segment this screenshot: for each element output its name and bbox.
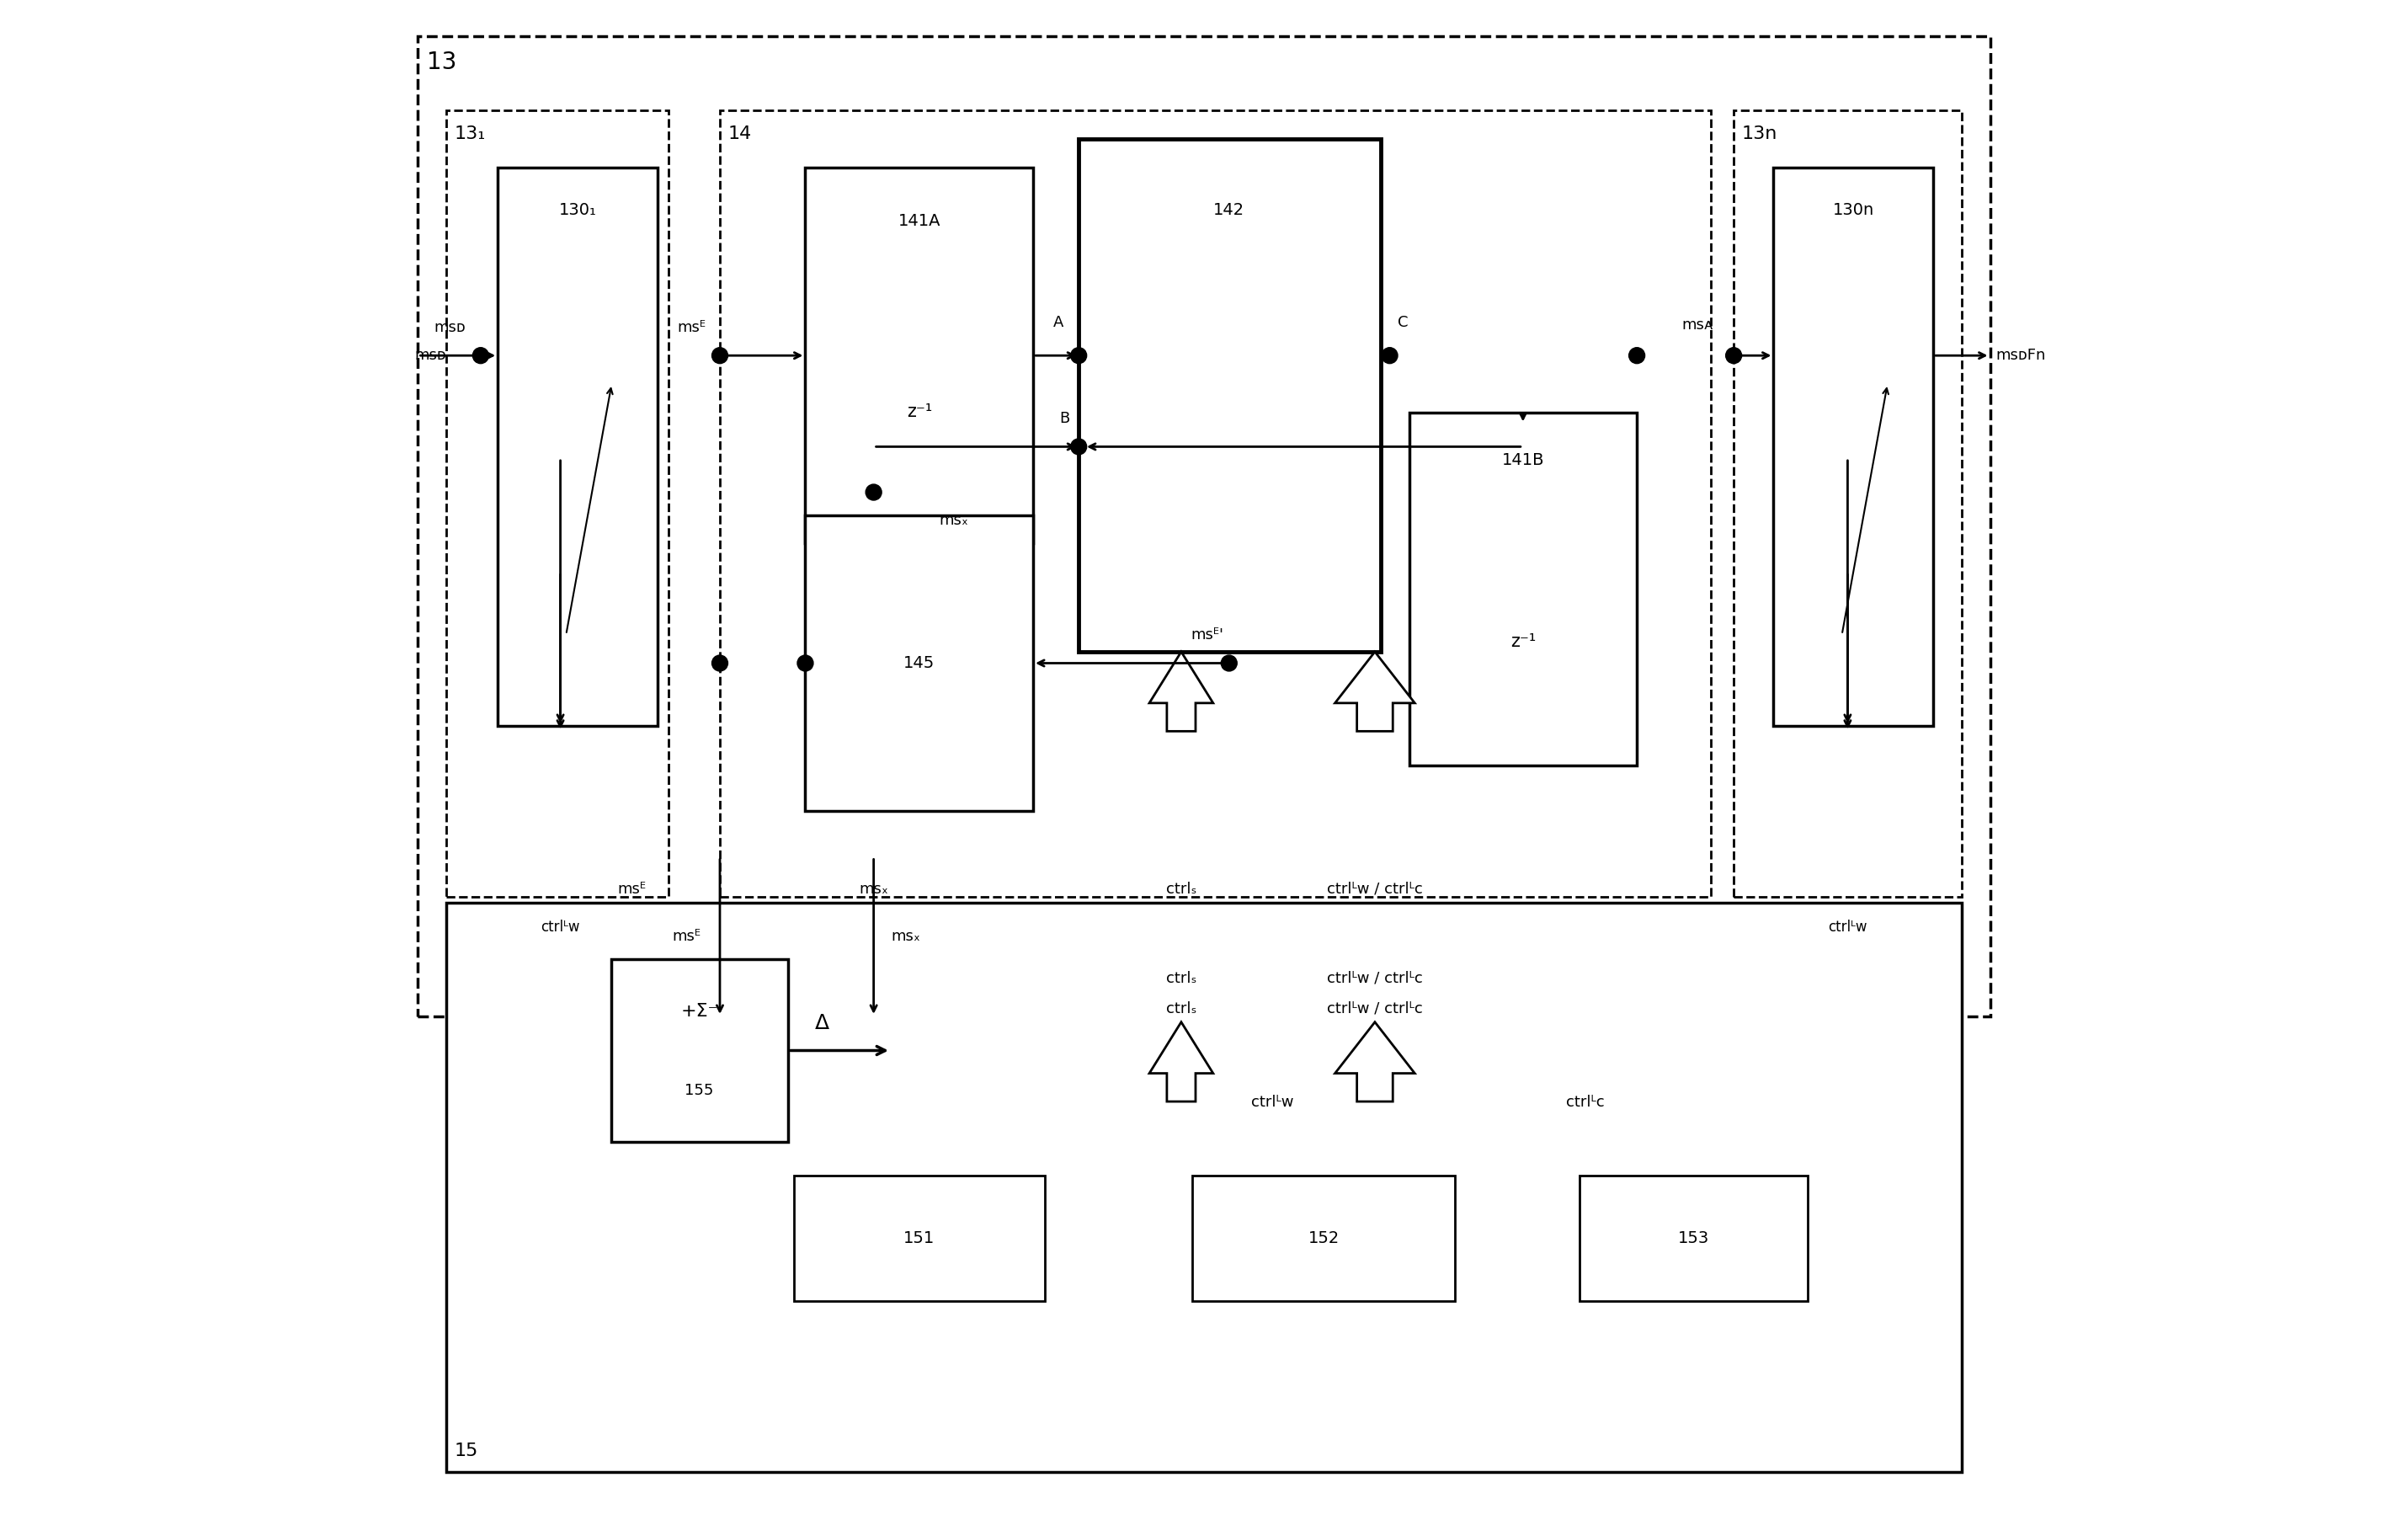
Circle shape [864,485,881,500]
Text: msᴀ: msᴀ [1681,318,1712,333]
Bar [804,167,1033,544]
Text: ctrlᴸw: ctrlᴸw [542,920,580,935]
Text: ctrlᴸw: ctrlᴸw [1828,920,1866,935]
Text: 151: 151 [903,1231,934,1246]
Text: msₓ: msₓ [860,882,889,897]
Text: ctrlₛ: ctrlₛ [1165,882,1197,897]
Text: 141A: 141A [898,213,942,230]
Bar [445,111,669,897]
Bar [612,959,787,1142]
Text: msₓ: msₓ [891,929,920,944]
Text: ctrlₛ: ctrlₛ [1165,971,1197,986]
Bar [804,515,1033,812]
Bar [1409,412,1637,766]
Text: ctrlₛ: ctrlₛ [1165,1002,1197,1017]
Text: 130n: 130n [1832,202,1873,217]
Bar [795,1176,1045,1301]
Text: 152: 152 [1308,1231,1339,1246]
Text: 142: 142 [1214,202,1245,217]
Text: msᴱ: msᴱ [619,882,645,897]
Text: 141B: 141B [1503,453,1544,468]
Text: msᴅ: msᴅ [414,348,445,363]
Text: msᴱ: msᴱ [677,319,706,334]
Text: ctrlᴸw / ctrlᴸc: ctrlᴸw / ctrlᴸc [1327,971,1423,986]
Text: msₓ: msₓ [939,512,968,527]
Polygon shape [1334,652,1416,731]
Bar [419,36,1989,1017]
Polygon shape [1334,1021,1416,1102]
Circle shape [472,348,489,363]
Text: z⁻¹: z⁻¹ [905,403,932,421]
Text: B: B [1060,410,1069,426]
Bar [1192,1176,1454,1301]
Text: ctrlᴸc: ctrlᴸc [1568,1094,1604,1110]
Bar [1580,1176,1808,1301]
Text: 13n: 13n [1741,125,1777,143]
Text: 153: 153 [1678,1231,1710,1246]
Text: 130₁: 130₁ [559,202,597,217]
Circle shape [1628,348,1645,363]
Bar [1775,167,1934,727]
Text: ctrlᴸw / ctrlᴸc: ctrlᴸw / ctrlᴸc [1327,882,1423,897]
Text: msᴅ: msᴅ [433,319,465,334]
Circle shape [797,655,814,672]
Text: +Σ⁻: +Σ⁻ [681,1003,718,1020]
Bar [498,167,657,727]
Circle shape [1072,348,1086,363]
Circle shape [1221,655,1238,672]
Circle shape [1382,348,1397,363]
Text: A: A [1052,315,1064,330]
Bar [1734,111,1963,897]
Circle shape [1727,348,1741,363]
Bar [1079,138,1380,652]
Text: 13: 13 [426,50,458,74]
Bar [720,111,1712,897]
Text: 15: 15 [455,1442,479,1459]
Text: msᴅFn: msᴅFn [1996,348,2047,363]
Text: msᴱ: msᴱ [672,929,701,944]
Circle shape [713,348,727,363]
Text: msᴱ': msᴱ' [1190,628,1223,643]
Text: 14: 14 [727,125,751,143]
Bar [445,903,1963,1471]
Text: 145: 145 [903,655,934,672]
Text: 13₁: 13₁ [455,125,486,143]
Polygon shape [1149,652,1214,731]
Text: Δ: Δ [816,1014,831,1034]
Text: z⁻¹: z⁻¹ [1510,634,1536,651]
Text: C: C [1397,315,1409,330]
Circle shape [1072,439,1086,454]
Polygon shape [1149,1021,1214,1102]
Text: ctrlᴸw / ctrlᴸc: ctrlᴸw / ctrlᴸc [1327,1002,1423,1017]
Circle shape [713,655,727,672]
Text: ctrlᴸw: ctrlᴸw [1252,1094,1293,1110]
Text: 155: 155 [684,1084,713,1099]
